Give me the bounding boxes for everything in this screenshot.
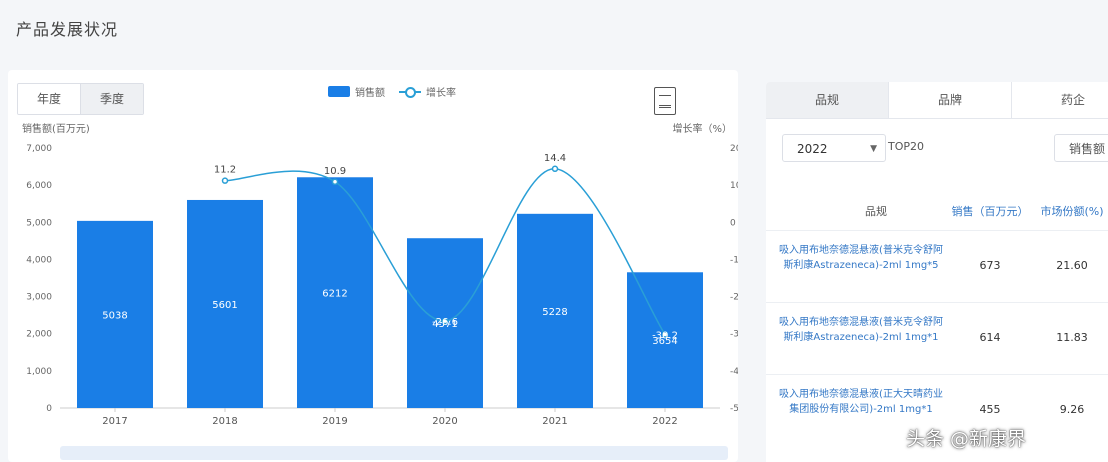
row-share: 21.60	[1056, 259, 1088, 272]
x-tick-label: 2022	[652, 416, 677, 427]
ranking-panel: 品规 品牌 药企 2022 ▼ TOP20 销售额 品规 销售（百万元） 市场份…	[766, 82, 1108, 462]
period-toggle: 年度 季度	[17, 83, 144, 115]
y-tick-label: 3,000	[26, 293, 52, 303]
legend-growth-label[interactable]: 增长率	[426, 88, 456, 99]
row-sales: 673	[979, 259, 1001, 272]
watermark: 头条 @新康界	[906, 428, 1027, 450]
y2-tick-label: 20	[730, 144, 738, 154]
table-row: 吸入用布地奈德混悬液(普米克令舒阿斯利康Astrazeneca)-2ml 1mg…	[766, 302, 1108, 375]
chart-zoom-slider[interactable]	[60, 446, 728, 460]
year-select-value: 2022	[797, 142, 828, 156]
y-tick-label: 1,000	[26, 367, 52, 377]
x-tick-label: 2017	[102, 416, 127, 427]
bar-value-label: 5601	[212, 300, 237, 311]
y2-tick-label: 10	[730, 181, 738, 191]
y2-tick-label: 0	[730, 218, 736, 228]
bar	[77, 220, 153, 408]
row-product-link[interactable]: 吸入用布地奈德混悬液(普米克令舒阿斯利康Astrazeneca)-2ml 1mg…	[779, 245, 943, 271]
bar-value-label: 6212	[322, 289, 347, 300]
row-share: 9.26	[1059, 403, 1085, 416]
header-share[interactable]: 市场份额(%)	[1040, 205, 1104, 218]
legend-bar-swatch[interactable]	[328, 86, 350, 97]
y2-tick-label: -40	[730, 367, 738, 377]
top-label: TOP20	[888, 140, 925, 153]
growth-point	[441, 317, 449, 325]
x-tick-label: 2021	[542, 416, 567, 427]
x-tick-label: 2018	[212, 416, 237, 427]
row-product-link[interactable]: 吸入用布地奈德混悬液(正大天晴药业集团股份有限公司)-2ml 1mg*1	[779, 389, 943, 415]
row-sales: 455	[979, 403, 1001, 416]
table-row: 吸入用布地奈德混悬液(正大天晴药业集团股份有限公司)-2ml 1mg*1 455…	[766, 374, 1108, 447]
sort-by-sales-button[interactable]: 销售额	[1054, 134, 1108, 162]
x-tick-label: 2019	[322, 416, 347, 427]
row-share: 11.83	[1056, 331, 1088, 344]
legend-sales-label[interactable]: 销售额	[355, 88, 385, 99]
table-row: 吸入用布地奈德混悬液(普米克令舒阿斯利康Astrazeneca)-2ml 1mg…	[766, 230, 1108, 303]
x-tick-label: 2020	[432, 416, 457, 427]
sales-growth-chart: 销售额(百万元) 增长率（%） 0 1,000 2,000 3,000 4,000 5,000…	[22, 122, 738, 427]
growth-value-label: 14.4	[544, 153, 566, 164]
bar	[297, 177, 373, 408]
y-tick-label: 4,000	[26, 255, 52, 265]
header-sales[interactable]: 销售（百万元）	[951, 205, 1029, 218]
y-tick-label: 6,000	[26, 181, 52, 191]
tab-company[interactable]: 药企	[1011, 82, 1108, 118]
chevron-down-icon: ▼	[870, 144, 877, 154]
y-tick-label: 5,000	[26, 218, 52, 228]
y-tick-label: 7,000	[26, 144, 52, 154]
toggle-annual[interactable]: 年度	[18, 84, 80, 114]
y2-tick-label: -10	[730, 255, 738, 265]
growth-value-label: -30.2	[652, 330, 678, 341]
tab-brand[interactable]: 品牌	[888, 82, 1011, 118]
growth-point	[661, 331, 669, 338]
growth-line	[224, 168, 666, 335]
document-icon[interactable]	[654, 87, 676, 115]
y-tick-label: 2,000	[26, 330, 52, 340]
toggle-quarterly[interactable]: 季度	[80, 84, 143, 114]
chart-legend: 销售额 增长率	[328, 84, 456, 99]
bar-value-label: 4571	[432, 319, 457, 330]
bar	[517, 213, 593, 408]
growth-value-label: -26.6	[432, 317, 458, 328]
y2-tick-label: -50	[730, 404, 738, 414]
y-axis-title: 销售额(百万元)	[22, 122, 90, 135]
table-header: 品规 销售（百万元） 市场份额(%)	[766, 190, 1108, 230]
growth-value-label: 11.2	[214, 165, 236, 176]
y2-axis-title: 增长率（%）	[672, 122, 732, 135]
growth-point	[331, 178, 339, 186]
header-name: 品规	[865, 205, 887, 218]
legend-line-swatch[interactable]	[399, 86, 421, 98]
year-select[interactable]: 2022 ▼	[782, 134, 886, 162]
bar	[627, 272, 703, 408]
chart-panel: 年度 季度 销售额 增长率 销售额(百万元) 增长率（%） 0 1,000 2,000 3…	[8, 70, 738, 462]
growth-point	[221, 177, 229, 184]
growth-value-label: 10.9	[324, 166, 346, 177]
tab-spec[interactable]: 品规	[766, 82, 888, 118]
y2-tick-label: -20	[730, 293, 738, 303]
ranking-tabs: 品规 品牌 药企	[766, 82, 1108, 119]
y2-tick-label: -30	[730, 330, 738, 340]
row-product-link[interactable]: 吸入用布地奈德混悬液(普米克令舒阿斯利康Astrazeneca)-2ml 1mg…	[779, 317, 943, 343]
growth-point	[551, 165, 559, 173]
row-sales: 614	[979, 331, 1001, 344]
bar-value-label: 3654	[652, 336, 677, 347]
page-title: 产品发展状况	[16, 20, 119, 39]
bar-value-label: 5228	[542, 307, 567, 318]
bar-value-label: 5038	[102, 310, 127, 321]
bar	[187, 199, 263, 408]
y-tick-label: 0	[46, 404, 52, 414]
